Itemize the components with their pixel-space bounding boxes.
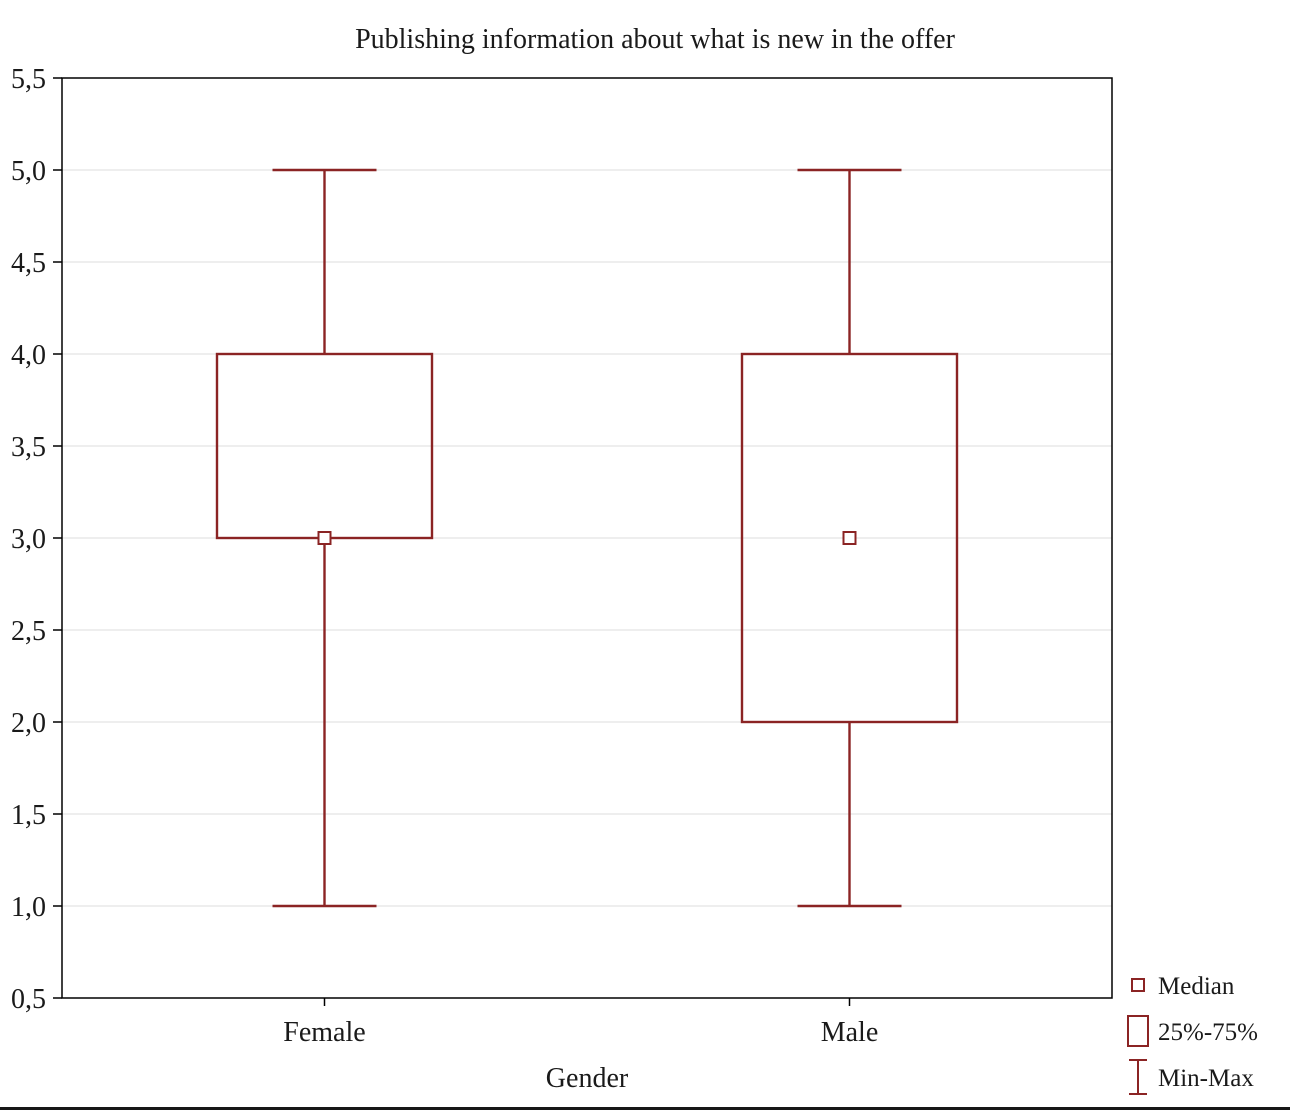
box-group-male — [740, 168, 959, 908]
y-tick-label: 5,5 — [11, 64, 46, 95]
y-tick-label: 2,5 — [11, 616, 46, 647]
legend-item: 25%-75% — [1127, 1015, 1258, 1047]
y-tick-label: 2,0 — [11, 708, 46, 739]
chart-legend: Median 25%-75% Min-Max — [1127, 973, 1258, 1095]
y-tick-label: 5,0 — [11, 156, 46, 187]
legend-item: Min-Max — [1129, 1059, 1254, 1095]
x-category-label: Female — [283, 1017, 365, 1048]
box-group-female — [215, 168, 434, 908]
x-axis-label: Gender — [546, 1063, 629, 1094]
median-square-icon — [1131, 978, 1145, 992]
y-tick-label: 0,5 — [11, 984, 46, 1015]
median-marker — [317, 531, 332, 545]
legend-label: Median — [1158, 973, 1235, 1000]
chart-title: Publishing information about what is new… — [355, 24, 956, 55]
page-bottom-rule — [0, 1107, 1290, 1110]
y-tick-label: 4,0 — [11, 340, 46, 371]
legend-label: Min-Max — [1158, 1065, 1254, 1092]
y-tick-label: 1,0 — [11, 892, 46, 923]
y-tick-label: 4,5 — [11, 248, 46, 279]
quartile-box-icon — [1127, 1015, 1149, 1047]
y-tick-label: 1,5 — [11, 800, 46, 831]
y-tick-label: 3,5 — [11, 432, 46, 463]
y-tick-label: 3,0 — [11, 524, 46, 555]
x-category-label: Male — [821, 1017, 879, 1048]
quartile-box — [740, 352, 959, 724]
legend-label: 25%-75% — [1158, 1019, 1258, 1046]
legend-item: Median — [1131, 973, 1235, 1000]
plot-area: 0,5 1,0 1,5 2,0 2,5 3,0 3,5 4,0 4,5 5,0 5,5 Female M… — [11, 64, 1113, 1048]
median-marker — [842, 531, 857, 545]
